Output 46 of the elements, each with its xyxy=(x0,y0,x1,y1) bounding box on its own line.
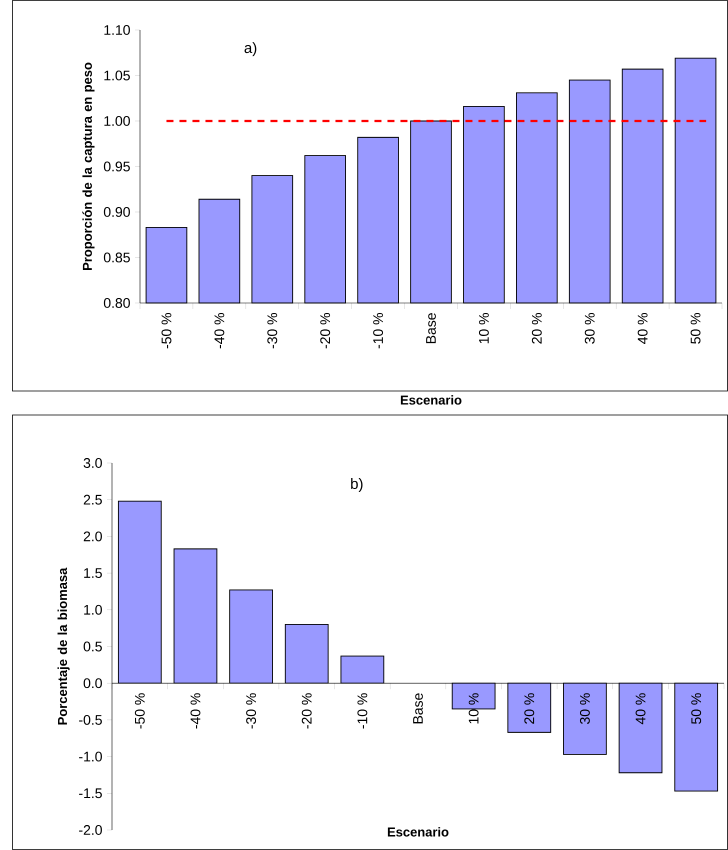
y-tick-label: -1.0 xyxy=(79,752,102,762)
x-tick-label: 30 % xyxy=(584,313,595,344)
y-axis-title: Proporción de la captura en peso xyxy=(82,62,95,270)
y-tick-label: 2.0 xyxy=(84,531,102,542)
x-tick-label: 50 % xyxy=(691,693,702,724)
x-tick-label: -50 % xyxy=(134,693,145,729)
x-tick-label: -30 % xyxy=(267,313,278,348)
annotation: a) xyxy=(244,42,256,56)
y-tick-label: -0.5 xyxy=(79,714,102,725)
x-tick-label: 10 % xyxy=(478,313,489,344)
x-tick-label: 40 % xyxy=(636,693,646,724)
y-tick-label: -1.5 xyxy=(79,788,102,798)
x-tick-label: 30 % xyxy=(580,693,590,724)
y-tick-label: 1.0 xyxy=(84,604,102,615)
x-tick-label: -10 % xyxy=(373,313,384,348)
x-tick-label: 50 % xyxy=(690,313,700,344)
x-tick-label: -40 % xyxy=(214,313,224,348)
y-tick-label: 3.0 xyxy=(84,458,102,468)
x-tick-label: -40 % xyxy=(190,693,200,729)
annotation: b) xyxy=(351,478,363,492)
x-tick-label: 40 % xyxy=(638,313,648,344)
x-axis-title: Escenario xyxy=(388,827,448,837)
y-tick-label: 0.0 xyxy=(84,678,102,688)
x-tick-label: -50 % xyxy=(162,313,172,348)
x-tick-label: 20 % xyxy=(532,313,542,344)
y-tick-label: 1.00 xyxy=(104,116,130,126)
x-tick-label: -10 % xyxy=(357,693,368,729)
y-tick-label: 0.90 xyxy=(104,207,130,217)
x-tick-label: Base xyxy=(413,693,423,724)
x-tick-label: -20 % xyxy=(302,693,312,729)
x-tick-label: 10 % xyxy=(468,693,479,724)
y-tick-label: 0.95 xyxy=(104,162,130,172)
y-tick-label: -2.0 xyxy=(79,825,102,835)
x-axis-title: Escenario xyxy=(400,395,462,405)
x-tick-label: -30 % xyxy=(246,693,256,729)
y-tick-label: 1.05 xyxy=(104,70,130,80)
y-tick-label: 0.85 xyxy=(104,252,130,262)
y-tick-label: 0.80 xyxy=(104,298,130,308)
x-tick-label: -20 % xyxy=(320,313,330,348)
y-tick-label: 1.5 xyxy=(84,568,102,578)
y-tick-label: 2.5 xyxy=(84,494,102,505)
y-tick-label: 0.5 xyxy=(84,642,102,652)
y-axis-title: Porcentaje de la biomasa xyxy=(58,568,70,724)
x-tick-label: 20 % xyxy=(524,693,534,724)
x-tick-label: Base xyxy=(426,313,436,344)
y-tick-label: 1.10 xyxy=(104,25,130,35)
